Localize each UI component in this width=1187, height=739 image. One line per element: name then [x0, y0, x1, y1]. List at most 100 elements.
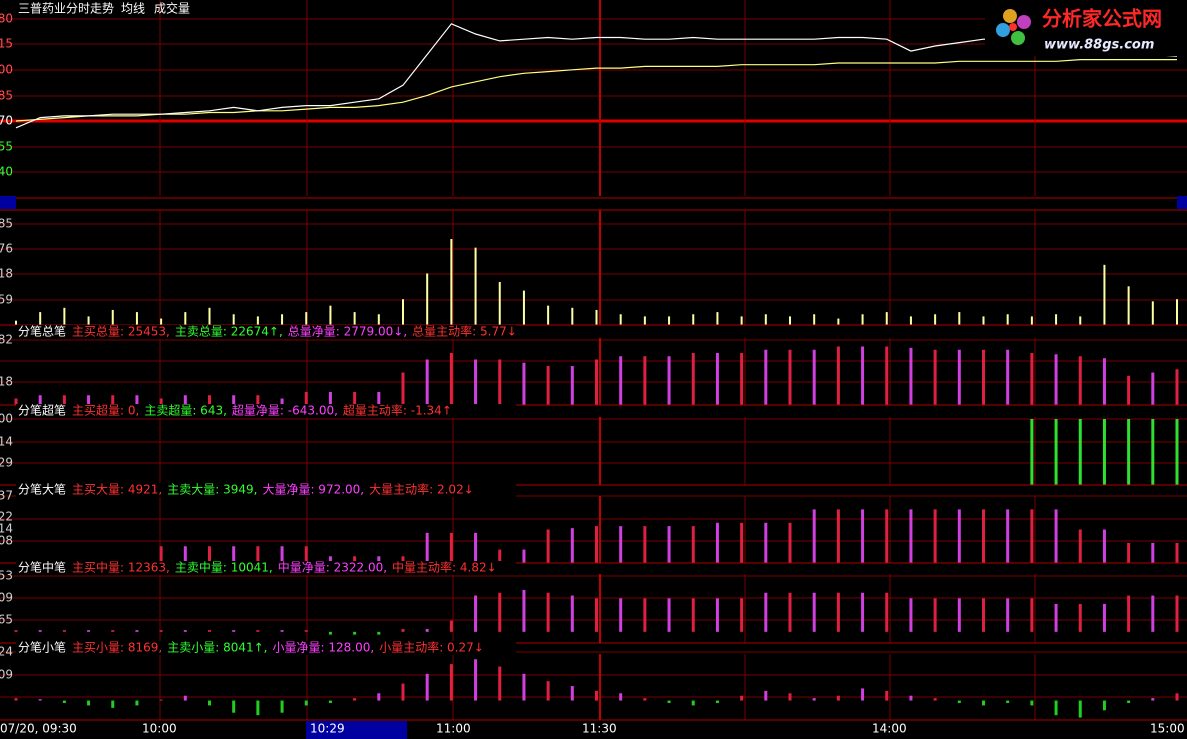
flow-bar	[667, 526, 671, 563]
flow-bar	[691, 526, 695, 563]
volume-bar	[1103, 264, 1106, 325]
flow-bar	[232, 395, 236, 405]
flow-bar	[764, 592, 768, 632]
flow-bar	[619, 598, 623, 632]
volume-bar	[1079, 316, 1082, 325]
flow-bar	[183, 546, 187, 563]
panel-header-bg	[16, 325, 516, 339]
flow-bar	[280, 630, 284, 632]
volume-bar	[982, 316, 985, 325]
flow-bar	[861, 346, 865, 405]
flow-bar	[474, 595, 478, 632]
flow-bar	[933, 349, 937, 405]
volume-bar	[184, 312, 187, 325]
flow-bar	[546, 529, 550, 563]
volume-bar	[692, 314, 695, 325]
flow-bar	[1030, 598, 1034, 632]
flow-bar	[861, 592, 865, 632]
flow-bar	[836, 695, 840, 701]
flow-bar	[1175, 595, 1179, 632]
flow-bar	[982, 349, 985, 405]
price-line-price	[15, 23, 1178, 129]
volume-bar	[474, 247, 477, 325]
flow-bar	[667, 598, 671, 632]
flow-bar	[353, 392, 357, 405]
volume-bar	[329, 305, 332, 325]
x-tick-label: 11:30	[582, 722, 617, 736]
volume-bar	[837, 318, 840, 325]
flow-bar	[1175, 693, 1179, 701]
panel-title: 分笔小笔	[18, 640, 66, 655]
flow-bar	[377, 631, 381, 635]
flow-bar	[1127, 700, 1131, 703]
flow-bar	[643, 698, 647, 701]
panel-stat: 超量净量: -643.00,	[232, 403, 338, 418]
flow-bar	[280, 700, 284, 713]
panel-title: 分笔超笔	[18, 403, 66, 418]
panel-stat: 总量净量: 2779.00↓,	[288, 325, 407, 339]
panel-header-bg	[16, 404, 516, 418]
y-tick-label: 22	[0, 510, 13, 524]
volume-bar	[15, 320, 17, 325]
volume-bar	[813, 314, 816, 325]
flow-bar	[87, 395, 91, 405]
volume-bar	[1176, 299, 1178, 325]
flow-bar	[957, 598, 961, 632]
flow-bar	[401, 556, 405, 563]
flow-bar	[1006, 349, 1010, 405]
x-tick-label: 11:00	[436, 722, 471, 736]
flow-bar	[667, 356, 671, 405]
flow-bar	[546, 681, 550, 701]
flow-bar	[1006, 598, 1010, 632]
flow-bar	[957, 509, 961, 563]
chart-title: 三普药业分时走势	[18, 2, 114, 16]
flow-bar	[62, 700, 66, 703]
logo-petal	[996, 23, 1010, 37]
volume-bar	[111, 309, 114, 325]
logo-bg	[985, 0, 1187, 56]
flow-bar	[111, 395, 115, 405]
flow-bar	[1078, 700, 1082, 718]
flow-bar	[570, 366, 574, 405]
flow-bar	[1054, 509, 1058, 563]
flow-bar	[570, 528, 574, 563]
flow-bar	[232, 546, 236, 563]
flow-bar	[159, 630, 163, 632]
volume-bar	[232, 314, 235, 325]
flow-bar	[38, 630, 42, 632]
flow-bar	[1151, 542, 1155, 563]
flow-bar	[836, 346, 840, 405]
flow-bar	[715, 700, 719, 703]
flow-bar	[788, 592, 792, 632]
panel-stat: 超量主动率: -1.34↑	[343, 403, 452, 418]
flow-bar	[280, 546, 284, 563]
flow-bar	[401, 372, 405, 405]
time-selected-box	[306, 721, 407, 739]
axis-marker	[0, 196, 16, 209]
flow-bar	[885, 509, 889, 563]
volume-bar	[1127, 286, 1130, 325]
volume-bar	[1030, 316, 1033, 325]
flow-bar	[909, 598, 913, 632]
flow-bar	[764, 349, 768, 405]
flow-bar	[1102, 700, 1106, 711]
flow-bar	[377, 556, 381, 563]
volume-bar	[305, 312, 308, 325]
panel-stat: 大量净量: 972.00,	[262, 483, 364, 497]
flow-bar	[474, 659, 478, 701]
x-tick-label: 07/20, 09:30	[0, 722, 77, 736]
volume-bar	[595, 309, 598, 325]
flow-bar	[1127, 542, 1131, 563]
flow-bar	[1127, 419, 1131, 485]
panel-title: 分笔中笔	[18, 560, 66, 575]
flow-bar	[1078, 529, 1082, 563]
flow-bar	[691, 700, 695, 706]
volume-bar	[377, 314, 380, 325]
flow-bar	[208, 700, 211, 706]
flow-bar	[377, 392, 381, 405]
flow-bar	[1054, 603, 1058, 632]
flow-bar	[256, 395, 260, 405]
volume-bar	[716, 312, 719, 325]
flow-bar	[715, 598, 719, 632]
flow-bar	[522, 589, 526, 632]
